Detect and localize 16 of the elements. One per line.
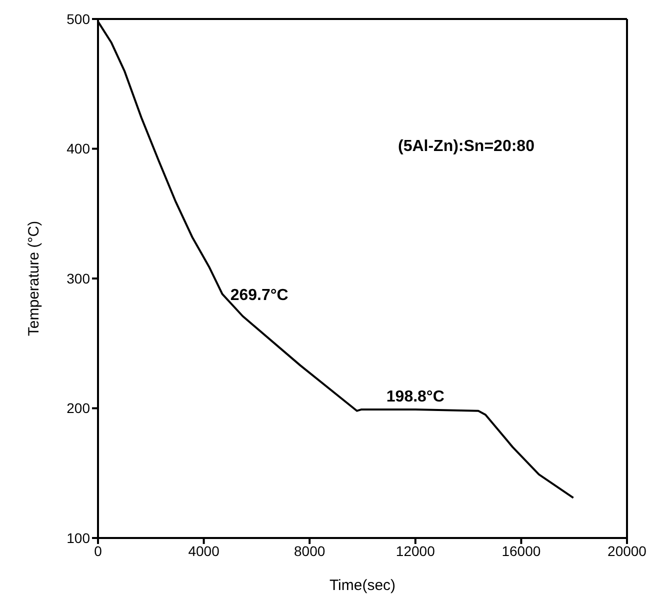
x-axis-title: Time(sec) xyxy=(329,577,396,594)
y-tick-label: 300 xyxy=(66,270,90,286)
x-tick-label: 20000 xyxy=(608,542,647,559)
y-tick-label: 100 xyxy=(66,530,90,546)
x-tick-label: 12000 xyxy=(396,542,436,559)
y-tick-label: 500 xyxy=(66,10,90,27)
annotation: 198.8°C xyxy=(386,388,445,406)
x-tick-label: 8000 xyxy=(294,542,326,559)
annotation: (5Al-Zn):Sn=20:80 xyxy=(398,138,534,156)
x-tick-label: 16000 xyxy=(502,542,541,559)
y-tick-label: 200 xyxy=(66,400,90,416)
x-tick-label: 0 xyxy=(94,542,102,559)
annotation: 269.7°C xyxy=(230,286,289,304)
y-axis-title: Temperature (°C) xyxy=(25,220,42,336)
x-tick-label: 4000 xyxy=(188,542,220,559)
y-tick-label: 400 xyxy=(66,140,90,157)
